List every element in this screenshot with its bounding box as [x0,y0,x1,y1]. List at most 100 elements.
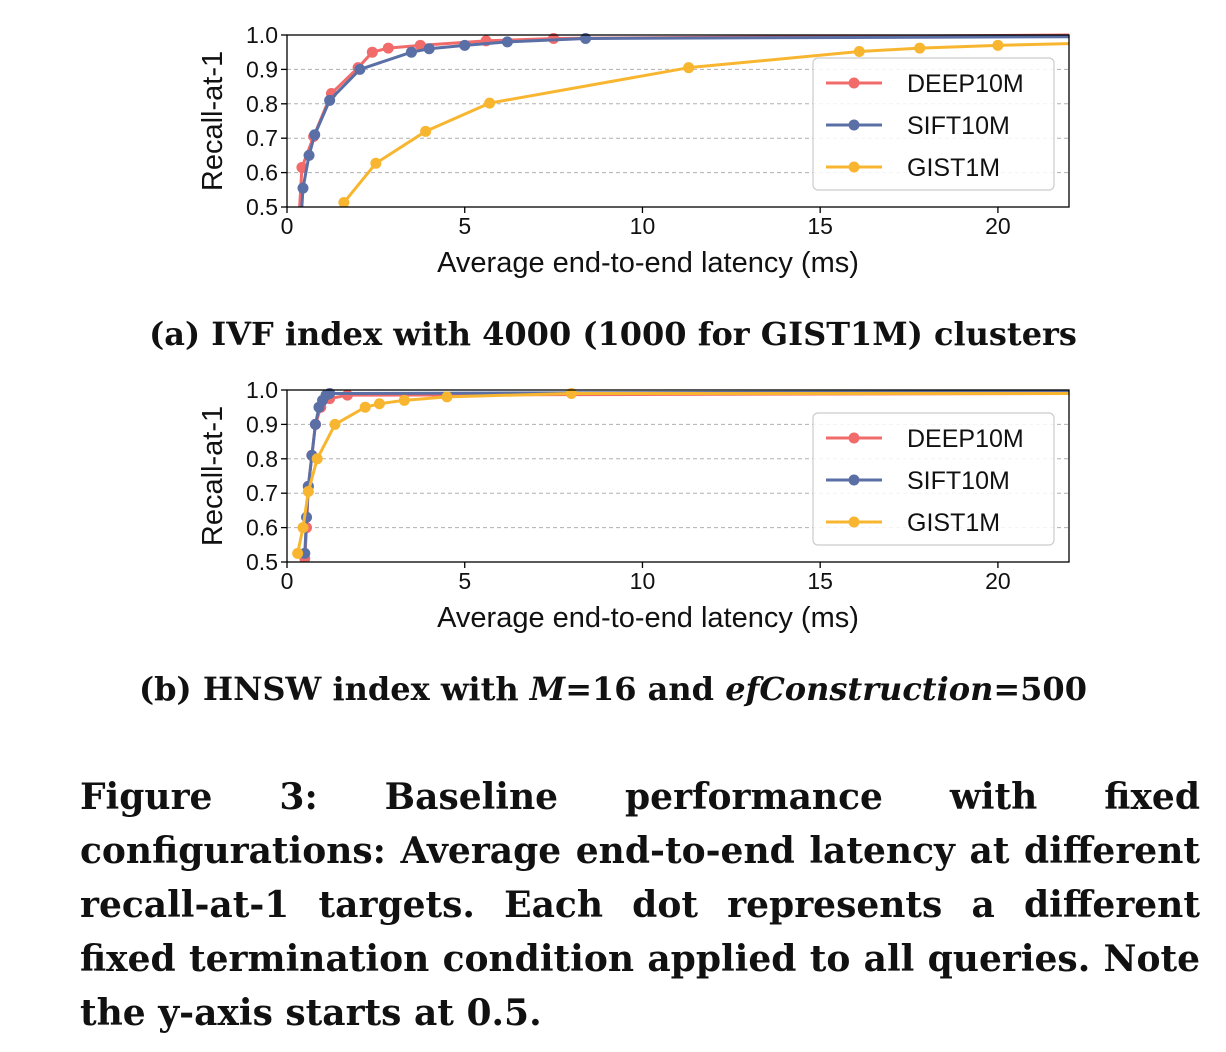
x-tick-label: 10 [630,213,656,239]
y-tick-label: 0.9 [246,411,278,437]
legend-marker [848,516,860,528]
legend-label: DEEP10M [907,70,1024,98]
data-point [309,129,321,141]
data-point [303,149,315,161]
data-point [338,197,350,207]
legend: DEEP10M SIFT10M GIST1M [812,412,1055,546]
y-axis-label: Recall-at-1 [197,406,229,546]
data-point [565,387,577,399]
data-point [329,418,341,430]
data-point [441,391,453,403]
chart-hnsw: 0.5 0.6 0.7 0.8 0.9 1.0 0 5 10 15 20 Average end-to… [197,377,1070,634]
plot-frame [286,389,1070,563]
chart-ivf: 0.5 0.6 0.7 0.8 0.9 1.0 0 5 10 15 20 Average end-to… [197,22,1070,279]
x-tick-label: 0 [281,568,294,594]
x-axis-label: Average end-to-end latency (ms) [437,247,859,279]
legend-item-gist1m: GIST1M [826,154,1000,182]
legend: DEEP10M SIFT10M GIST1M [812,57,1055,191]
y-axis-label: Recall-at-1 [197,51,229,191]
series-line-sift10m [300,35,1069,207]
legend-label: SIFT10M [907,112,1010,140]
y-tick-label: 0.8 [246,446,278,472]
legend-label: GIST1M [907,509,1000,537]
legend-item-gist1m: GIST1M [826,509,1000,537]
data-point [373,398,385,410]
y-tick-label: 1.0 [246,377,278,403]
subcaption-b-prefix: (b) HNSW index with [139,670,530,708]
data-point [296,161,308,173]
data-point [297,522,309,534]
data-point [580,32,592,44]
data-point [459,39,471,51]
data-point [414,39,426,51]
legend-marker [848,474,860,486]
x-tick-label: 5 [458,568,471,594]
legend-item-sift10m: SIFT10M [826,112,1010,140]
data-point [341,389,353,401]
subcaption-b: (b) HNSW index with M=16 and efConstruct… [0,670,1226,708]
y-tick-label: 0.5 [246,194,278,220]
data-point [398,394,410,406]
legend-item-sift10m: SIFT10M [826,467,1010,495]
data-point [359,401,371,413]
legend-box [812,412,1055,546]
subcaption-b-suffix: =500 [993,670,1087,708]
data-point [370,157,382,169]
series-gist1m [292,387,1069,559]
data-point [683,62,695,74]
x-tick-label: 15 [807,213,833,239]
data-point [324,94,336,106]
y-tick-label: 0.7 [246,125,278,151]
data-point [309,418,321,430]
data-point [484,97,496,109]
data-point [501,36,513,48]
data-point [853,46,865,58]
data-point [311,453,323,465]
plot-frame [286,34,1070,208]
data-point [354,63,366,75]
data-point [297,182,309,194]
x-tick-label: 20 [985,568,1011,594]
legend-marker [848,161,860,173]
figure-caption: Figure 3: Baseline performance with fixe… [80,776,1200,1034]
y-tick-label: 0.6 [246,515,278,541]
y-tick-label: 0.7 [246,480,278,506]
y-tick-label: 0.6 [246,160,278,186]
y-tick-label: 1.0 [246,22,278,48]
data-point [302,485,314,497]
series-sift10m [297,32,1069,207]
subcaption-b-ef: efConstruction [725,670,994,708]
data-point [423,43,435,55]
data-point [914,42,926,54]
x-tick-label: 20 [985,213,1011,239]
x-axis-label: Average end-to-end latency (ms) [437,602,859,634]
data-point [366,46,378,58]
legend-label: DEEP10M [907,425,1024,453]
y-tick-label: 0.8 [246,91,278,117]
data-point [382,42,394,54]
legend-marker [848,77,860,89]
legend-box [812,57,1055,191]
x-tick-label: 15 [807,568,833,594]
data-point [992,39,1004,51]
subcaption-b-m: M [529,670,566,708]
y-tick-label: 0.5 [246,549,278,575]
series-gist1m [338,39,1069,207]
legend-label: SIFT10M [907,467,1010,495]
y-tick-label: 0.9 [246,56,278,82]
data-point [405,46,417,58]
legend-label: GIST1M [907,154,1000,182]
data-point [292,547,304,559]
x-tick-label: 10 [630,568,656,594]
x-tick-label: 5 [458,213,471,239]
x-tick-label: 0 [281,213,294,239]
legend-item-deep10m: DEEP10M [826,425,1024,453]
data-point [420,125,432,137]
legend-marker [848,119,860,131]
legend-marker [848,432,860,444]
legend-item-deep10m: DEEP10M [826,70,1024,98]
subcaption-a: (a) IVF index with 4000 (1000 for GIST1M… [149,315,1077,353]
subcaption-b-mid: =16 and [565,670,726,708]
data-point [324,387,336,399]
